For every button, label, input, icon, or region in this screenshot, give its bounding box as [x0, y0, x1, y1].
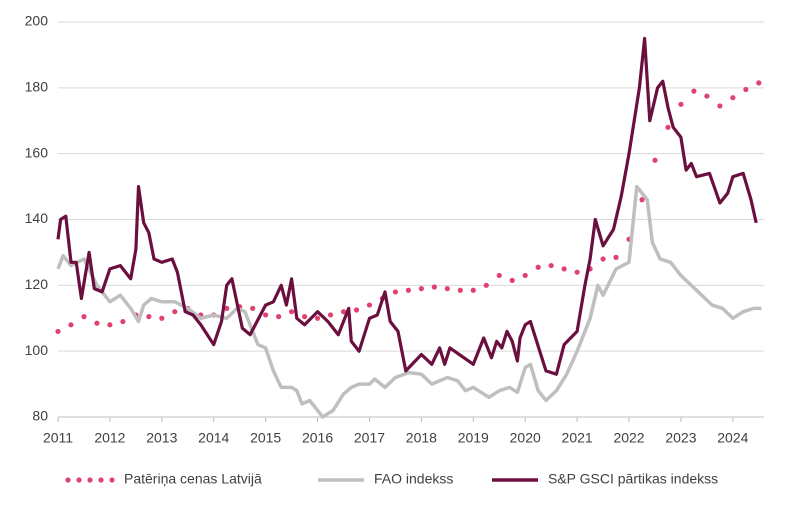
data-point	[548, 262, 554, 269]
data-point	[94, 320, 100, 326]
data-point	[613, 254, 619, 260]
x-tick-label: 2017	[354, 430, 385, 446]
data-point	[314, 315, 321, 321]
data-point	[704, 93, 710, 99]
data-point	[483, 282, 489, 288]
data-point	[159, 315, 165, 321]
y-tick-label: 180	[25, 79, 49, 95]
data-point	[418, 286, 424, 292]
legend-label: FAO indekss	[374, 471, 453, 487]
x-tick-label: 2018	[406, 430, 437, 446]
x-tick-label: 2023	[665, 430, 696, 446]
x-tick-label: 2011	[43, 430, 73, 446]
legend-marker	[65, 477, 71, 483]
data-point	[68, 322, 74, 328]
x-tick-label: 2013	[146, 430, 177, 446]
y-tick-label: 100	[25, 342, 49, 358]
data-point	[470, 287, 476, 293]
data-point	[392, 289, 399, 295]
data-point	[366, 302, 373, 308]
x-tick-label: 2020	[510, 430, 541, 446]
x-tick-label: 2014	[198, 430, 229, 446]
x-tick-label: 2022	[613, 430, 644, 446]
legend-label: S&P GSCI pārtikas indekss	[548, 471, 718, 487]
data-point	[665, 124, 671, 130]
legend-marker	[76, 477, 82, 483]
data-point	[301, 314, 308, 320]
data-point	[250, 305, 256, 311]
data-point	[172, 309, 178, 315]
data-point	[678, 101, 684, 107]
data-point	[691, 88, 697, 94]
data-point	[496, 272, 502, 279]
data-point	[509, 277, 515, 283]
data-point	[405, 287, 412, 293]
data-point	[457, 287, 463, 293]
data-point	[574, 269, 580, 275]
y-tick-label: 80	[32, 408, 48, 424]
x-tick-label: 2021	[562, 430, 593, 446]
y-tick-label: 160	[25, 144, 49, 160]
series-line	[56, 36, 758, 376]
series-line	[56, 184, 762, 419]
data-point	[730, 95, 736, 101]
data-point	[431, 284, 437, 290]
legend-marker	[109, 477, 115, 483]
data-point	[289, 309, 295, 315]
data-point	[55, 328, 61, 335]
data-point	[107, 322, 113, 328]
data-point	[652, 157, 658, 163]
legend-marker	[87, 477, 93, 483]
x-tick-label: 2015	[250, 430, 281, 446]
x-tick-label: 2016	[302, 430, 333, 446]
x-tick-label: 2019	[458, 430, 489, 446]
data-point	[340, 309, 347, 315]
data-point	[263, 312, 269, 318]
data-point	[327, 312, 334, 318]
x-tick-label: 2012	[94, 430, 125, 446]
data-point	[224, 305, 230, 311]
y-tick-label: 120	[25, 276, 49, 292]
data-point	[743, 86, 749, 93]
data-point	[444, 286, 450, 292]
data-point	[276, 314, 282, 320]
legend-marker	[98, 477, 104, 483]
data-point	[120, 318, 126, 325]
data-point	[146, 314, 152, 320]
data-point	[717, 103, 723, 109]
data-point	[561, 266, 567, 272]
legend-label: Patēriņa cenas Latvijā	[124, 471, 262, 487]
x-tick-label: 2024	[717, 430, 748, 446]
data-point	[522, 272, 528, 279]
data-point	[535, 264, 541, 270]
y-tick-label: 200	[25, 13, 49, 29]
data-point	[353, 307, 360, 313]
data-point	[756, 80, 762, 86]
data-point	[81, 314, 87, 320]
data-point	[600, 256, 606, 262]
y-tick-label: 140	[25, 210, 49, 226]
data-point	[639, 197, 645, 203]
